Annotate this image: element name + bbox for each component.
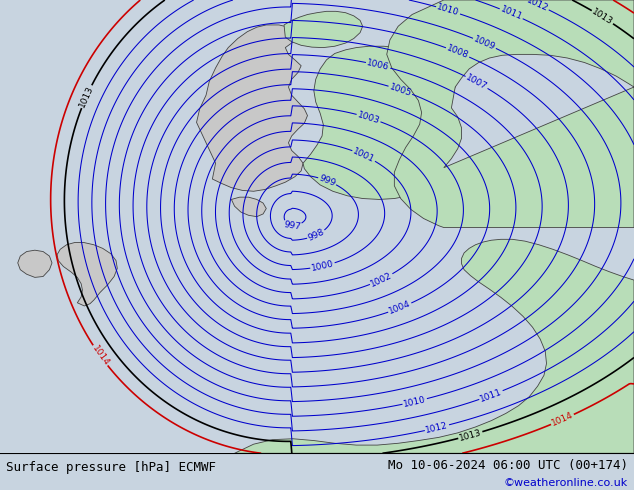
Text: 999: 999: [318, 173, 337, 188]
Text: 1012: 1012: [525, 0, 550, 13]
Text: 1010: 1010: [403, 394, 427, 409]
Text: 1005: 1005: [388, 82, 413, 98]
Polygon shape: [231, 197, 266, 217]
Polygon shape: [303, 46, 455, 199]
Text: 1011: 1011: [499, 5, 524, 23]
Text: 1013: 1013: [458, 428, 482, 442]
Text: 1011: 1011: [479, 387, 503, 403]
Text: ©weatheronline.co.uk: ©weatheronline.co.uk: [503, 478, 628, 489]
Text: 1007: 1007: [465, 73, 489, 92]
Text: 1003: 1003: [356, 110, 381, 125]
Text: 1004: 1004: [387, 299, 412, 316]
Text: Mo 10-06-2024 06:00 UTC (00+174): Mo 10-06-2024 06:00 UTC (00+174): [387, 459, 628, 471]
Polygon shape: [57, 243, 117, 306]
Text: 1014: 1014: [90, 343, 110, 368]
Text: Surface pressure [hPa] ECMWF: Surface pressure [hPa] ECMWF: [6, 461, 216, 474]
Polygon shape: [18, 250, 52, 277]
Text: 1002: 1002: [369, 270, 394, 289]
Text: 998: 998: [306, 227, 326, 243]
Polygon shape: [197, 25, 307, 191]
Text: 1001: 1001: [351, 147, 376, 164]
Text: 1010: 1010: [436, 2, 460, 18]
Polygon shape: [284, 11, 363, 48]
Text: 1000: 1000: [311, 259, 335, 273]
Text: 997: 997: [283, 220, 302, 231]
Text: 1013: 1013: [590, 7, 614, 27]
Text: 1014: 1014: [550, 411, 575, 428]
Text: 1006: 1006: [366, 58, 391, 72]
Text: 1008: 1008: [445, 44, 470, 61]
Text: 1009: 1009: [472, 34, 497, 52]
Text: 1012: 1012: [425, 421, 449, 435]
Polygon shape: [387, 0, 634, 227]
Polygon shape: [235, 239, 634, 453]
Text: 1013: 1013: [77, 84, 95, 109]
